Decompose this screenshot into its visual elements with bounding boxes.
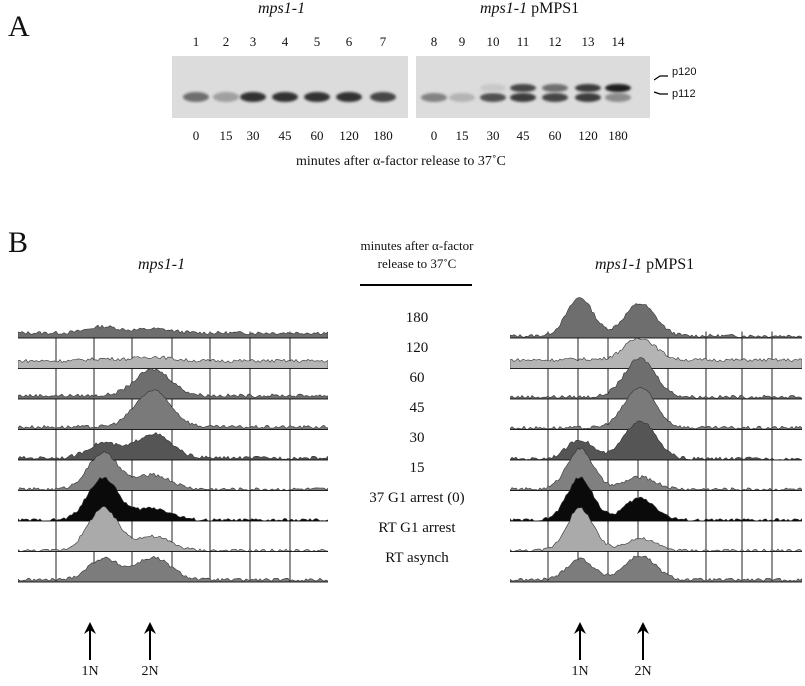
panel-b-center-header: minutes after α-factor release to 37˚C <box>317 237 517 273</box>
panel-b-strain-right: mps1-1 pMPS1 <box>595 256 695 273</box>
ploidy-label: 2N <box>141 664 159 679</box>
western-band <box>575 84 601 92</box>
western-band <box>421 92 447 102</box>
time-label: 45 <box>278 128 292 143</box>
ploidy-label: 2N <box>634 664 652 679</box>
time-label: 120 <box>339 128 359 143</box>
time-label: 180 <box>373 128 393 143</box>
timepoint-label: 60 <box>409 370 425 386</box>
up-arrow-icon <box>144 622 156 660</box>
timepoint-label: RT G1 arrest <box>378 520 456 536</box>
western-band <box>605 84 631 92</box>
time-label: 180 <box>608 128 628 143</box>
time-label: 0 <box>192 128 200 143</box>
western-band <box>240 92 266 102</box>
time-label: 120 <box>578 128 598 143</box>
up-arrow-icon <box>637 622 649 660</box>
blot-right <box>416 56 650 118</box>
flow-histogram-7 <box>510 507 802 552</box>
center-header-rule <box>360 284 472 286</box>
flow-histogram-3 <box>510 386 802 430</box>
western-band <box>605 92 631 102</box>
timepoint-label: 180 <box>405 310 429 326</box>
panel-b-letter: B <box>8 226 29 259</box>
lane-number: 8 <box>430 34 438 49</box>
flow-histogram-7 <box>18 505 328 552</box>
flow-histograms-right <box>510 296 802 610</box>
western-band <box>213 92 239 102</box>
lane-number: 5 <box>313 34 321 49</box>
up-arrow-icon <box>574 622 586 660</box>
panel-a-xlabel: minutes after α-factor release to 37˚C <box>296 154 506 169</box>
western-band <box>510 84 536 92</box>
lane-number: 1 <box>192 34 200 49</box>
time-label: 15 <box>455 128 469 143</box>
western-band <box>272 92 298 102</box>
lane-number: 13 <box>581 34 595 49</box>
band-brackets <box>653 75 668 95</box>
time-label: 60 <box>310 128 324 143</box>
lane-number: 11 <box>516 34 530 49</box>
western-band <box>575 92 601 102</box>
lane-number: 14 <box>611 34 625 49</box>
flow-histogram-8 <box>18 556 328 583</box>
time-label: 45 <box>516 128 530 143</box>
lane-number: 10 <box>486 34 500 49</box>
lane-number: 4 <box>281 34 289 49</box>
flow-histogram-1 <box>510 337 802 369</box>
flow-histogram-4 <box>18 432 328 461</box>
western-band <box>336 92 362 102</box>
center-header-line1: minutes after α-factor <box>360 238 474 253</box>
western-band <box>480 84 506 92</box>
ploidy-label: 1N <box>571 664 589 679</box>
flow-histogram-2 <box>510 357 802 400</box>
panel-b-strain-left: mps1-1 <box>138 256 186 273</box>
flow-histogram-6 <box>18 476 328 522</box>
timepoint-label: RT asynch <box>385 550 449 566</box>
flow-histogram-2 <box>18 368 328 400</box>
flow-histograms-left <box>18 296 328 610</box>
flow-histogram-0 <box>510 297 802 339</box>
western-band <box>542 92 568 102</box>
western-band <box>510 92 536 102</box>
lane-number: 12 <box>548 34 562 49</box>
western-band <box>370 92 396 102</box>
timepoint-label: 45 <box>409 400 425 416</box>
time-label: 30 <box>246 128 260 143</box>
time-label: 60 <box>548 128 562 143</box>
time-label: 30 <box>486 128 500 143</box>
lane-number: 3 <box>249 34 257 49</box>
panel-a-strain-left: mps1-1 <box>258 0 306 17</box>
blot-left <box>172 56 408 118</box>
lane-number: 6 <box>345 34 353 49</box>
ploidy-label: 1N <box>81 664 99 679</box>
western-band <box>183 92 209 102</box>
timepoint-label: 120 <box>405 340 429 356</box>
time-label: 15 <box>219 128 233 143</box>
flow-histogram-1 <box>18 355 328 369</box>
lane-number: 7 <box>379 34 387 49</box>
western-band <box>542 84 568 92</box>
band-label-p120: p120 <box>672 66 697 78</box>
center-header-line2: release to 37˚C <box>377 256 457 271</box>
band-label-p112: p112 <box>672 88 696 100</box>
lane-number: 2 <box>222 34 230 49</box>
time-label: 0 <box>430 128 438 143</box>
western-band <box>480 92 506 102</box>
flow-histogram-3 <box>18 389 328 430</box>
up-arrow-icon <box>84 622 96 660</box>
flow-histogram-0 <box>18 324 328 339</box>
timepoint-label: 30 <box>409 430 425 446</box>
panel-a-strain-right: mps1-1 pMPS1 <box>480 0 580 17</box>
western-band <box>304 92 330 102</box>
timepoint-label: 37 G1 arrest (0) <box>369 490 465 506</box>
panel-a-letter: A <box>8 10 30 43</box>
lane-number: 9 <box>458 34 466 49</box>
western-band <box>449 92 475 102</box>
timepoint-label: 15 <box>409 460 425 476</box>
flow-histogram-8 <box>510 555 802 583</box>
